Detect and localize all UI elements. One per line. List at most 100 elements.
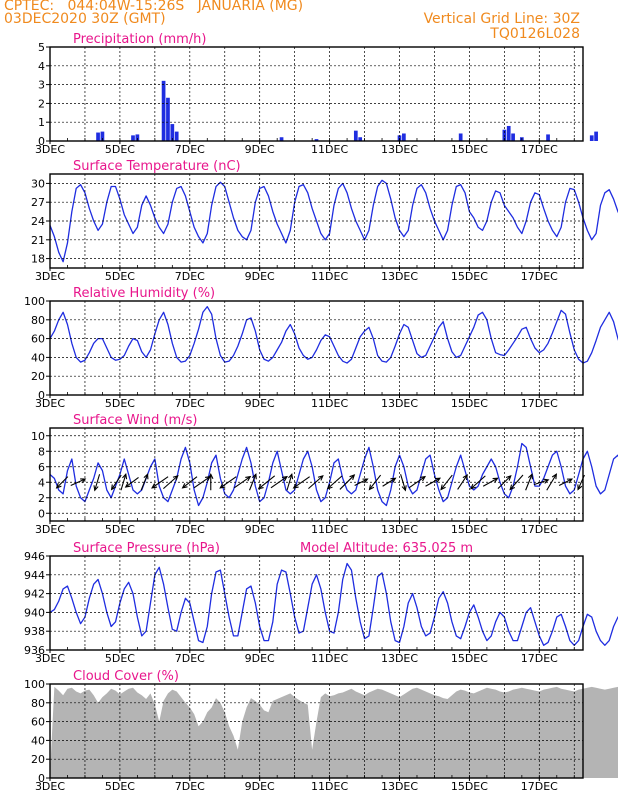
y-tick-label: 18: [31, 253, 45, 266]
wind-arrow-shaft: [151, 476, 169, 489]
x-tick-label: 17DEC: [521, 652, 558, 665]
wind-arrow-head: [208, 472, 214, 479]
y-tick-label: 938: [24, 625, 45, 638]
wind-arrow-head: [151, 483, 158, 489]
panel-cloud: 0 20 40 60 80 100 3DEC 5DEC 7DEC 9DEC 11DEC 13DEC 15…: [24, 669, 618, 793]
x-tick-label: 15DEC: [451, 652, 488, 665]
wind-arrow: [124, 477, 139, 488]
y-tick-label: 6: [38, 461, 45, 474]
wind-arrow: [525, 473, 533, 491]
wind-arrow-head: [509, 484, 516, 491]
x-tick-label: 5DEC: [105, 270, 135, 283]
wind-arrow: [233, 475, 252, 489]
wind-arrow-shaft: [248, 474, 257, 491]
x-tick-label: 13DEC: [381, 397, 418, 410]
wind-arrow-head: [326, 483, 333, 490]
x-tick-label: 3DEC: [35, 143, 65, 156]
wind-arrow-shaft: [533, 479, 549, 486]
x-tick-label: 9DEC: [245, 523, 275, 536]
wind-arrow: [140, 473, 149, 491]
wind-arrow-shaft: [382, 477, 396, 487]
wind-arrow-head: [292, 483, 299, 489]
precip-bar: [279, 137, 284, 141]
x-tick-label: 5DEC: [105, 523, 135, 536]
x-tick-label: 11DEC: [311, 397, 348, 410]
wind-arrow-shaft: [163, 475, 179, 490]
wind-arrow-shaft: [509, 474, 524, 490]
wind-arrow: [546, 473, 557, 491]
precip-bar: [314, 139, 319, 141]
precip-bar: [131, 135, 135, 141]
y-tick-label: 40: [31, 351, 45, 364]
wind-arrow-head: [566, 478, 574, 484]
wind-arrow-shaft: [270, 476, 288, 489]
wind-arrow: [482, 477, 499, 487]
wind-arrow-head: [281, 475, 288, 482]
y-tick-label: 946: [24, 550, 45, 563]
x-tick-label: 7DEC: [175, 397, 205, 410]
cloud-area: [50, 686, 618, 778]
x-tick-label: 13DEC: [381, 523, 418, 536]
x-tick-label: 11DEC: [311, 143, 348, 156]
x-tick-label: 15DEC: [451, 523, 488, 536]
wind-arrow-head: [543, 478, 550, 484]
wind-arrow-shaft: [94, 474, 101, 491]
x-tick-label: 3DEC: [35, 652, 65, 665]
wind-line: [49, 442, 618, 507]
wind-arrow-head: [349, 474, 356, 480]
y-tick-label: 100: [24, 295, 45, 308]
precip-bar: [402, 133, 406, 141]
wind-arrow: [120, 473, 128, 491]
y-tick-label: 60: [31, 716, 45, 729]
y-tick-label: 100: [24, 678, 45, 691]
panel-frame: [49, 555, 584, 651]
wind-arrow: [219, 476, 237, 489]
wind-arrow-head: [577, 484, 583, 491]
wind-arrow-shaft: [400, 474, 406, 491]
panel-rh: 0 20 40 60 80 100 3DEC 5DEC 7DEC 9DEC 11DEC 13DEC 15…: [24, 286, 618, 410]
y-tick-label: 936: [24, 644, 45, 657]
panel-precip: 0 1 2 3 4 5 3DEC 5DEC 7DEC 9DEC 11DEC 13DEC 15DEC 17D…: [35, 32, 598, 156]
y-tick-label: 942: [24, 588, 45, 601]
wind-arrow-shaft: [308, 475, 324, 490]
x-tick-label: 17DEC: [521, 397, 558, 410]
wind-arrow: [509, 474, 524, 491]
panel-frame: [49, 427, 584, 522]
y-tick-label: 60: [31, 333, 45, 346]
x-tick-label: 17DEC: [521, 270, 558, 283]
wind-arrow: [55, 476, 69, 489]
wind-arrow-head: [55, 482, 62, 489]
wind-arrow: [533, 478, 550, 486]
precip-bar: [511, 133, 515, 141]
x-tick-label: 17DEC: [521, 143, 558, 156]
wind-arrow-shaft: [286, 474, 293, 491]
wind-arrow: [368, 474, 382, 491]
wind-arrow-head: [93, 485, 99, 492]
panel-title: Relative Humidity (%): [73, 286, 215, 301]
x-tick-label: 9DEC: [245, 780, 275, 793]
y-tick-label: 0: [38, 135, 45, 148]
pressure-line: [49, 562, 618, 646]
x-tick-label: 3DEC: [35, 780, 65, 793]
header-run-time: 03DEC2020 30Z (GMT): [4, 11, 166, 27]
y-tick-label: 27: [31, 196, 45, 209]
wind-arrow-head: [434, 477, 442, 483]
precip-bar: [589, 135, 594, 141]
precip-bar: [353, 130, 358, 141]
x-tick-label: 7DEC: [175, 523, 205, 536]
wind-arrow: [425, 477, 442, 487]
wind-arrow-shaft: [577, 474, 585, 490]
wind-arrow: [339, 474, 356, 490]
y-tick-label: 21: [31, 234, 45, 247]
wind-arrow-shaft: [408, 476, 426, 489]
wind-arrow: [181, 476, 198, 489]
header-station: CPTEC: 044:04W-15:26S JANUARIA (MG): [4, 0, 304, 14]
precip-bar: [358, 137, 363, 141]
y-tick-label: 944: [24, 569, 45, 582]
wind-arrow-shaft: [482, 477, 498, 487]
y-tick-label: 0: [38, 772, 45, 785]
precip-bar: [166, 97, 170, 141]
y-tick-label: 5: [38, 41, 45, 54]
wind-arrow-head: [492, 477, 499, 483]
